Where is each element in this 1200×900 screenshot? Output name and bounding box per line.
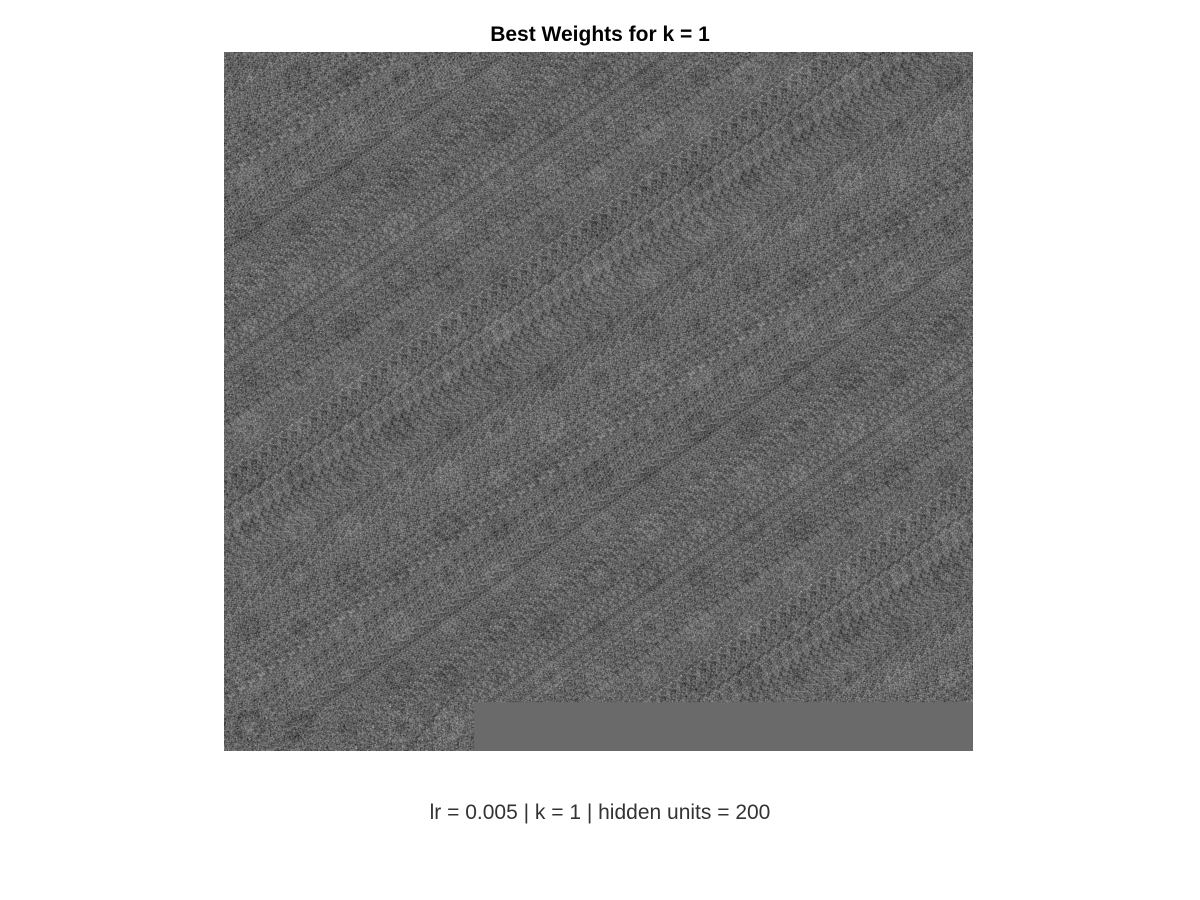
figure-caption: lr = 0.005 | k = 1 | hidden units = 200 [429, 801, 771, 824]
weights-canvas [224, 52, 973, 751]
weights-image [224, 52, 973, 751]
figure-title: Best Weights for k = 1 [490, 23, 710, 46]
